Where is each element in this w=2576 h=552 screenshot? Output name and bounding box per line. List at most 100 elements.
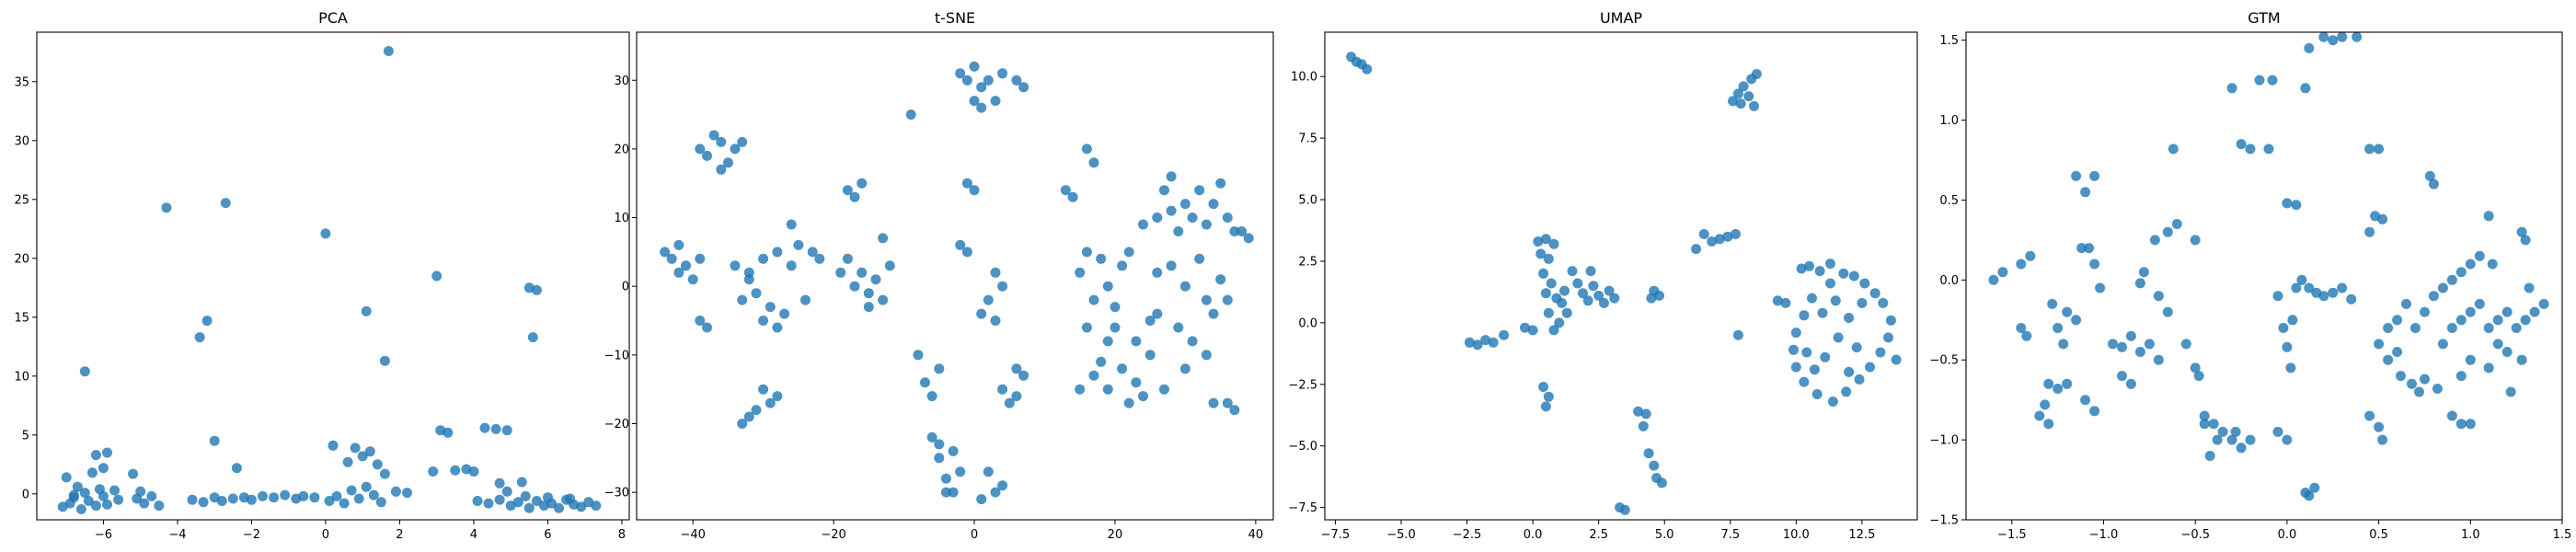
data-point [372,459,383,470]
data-point [246,494,257,505]
data-point [2134,347,2145,357]
data-point [1722,231,1733,242]
x-tick-label: −1.0 [2089,528,2119,542]
data-point [2208,419,2219,430]
data-point [68,489,79,500]
y-tick-label: −0.5 [1929,354,1959,368]
data-point [969,61,980,72]
data-point [702,150,712,161]
data-point [2520,315,2531,326]
data-point [1841,386,1852,397]
data-point [2254,75,2265,86]
data-point [1159,384,1169,395]
data-point [390,486,401,497]
data-point [863,288,874,299]
x-tick-label: 1.5 [2553,528,2572,542]
data-point [402,488,412,499]
data-point [353,493,364,504]
data-point [2053,384,2064,394]
scatter-points [57,46,602,514]
data-point [1075,267,1086,278]
data-point [565,493,576,504]
data-point [2226,83,2237,94]
y-tick-label: 10 [614,212,629,225]
data-point [1578,288,1588,299]
data-point [128,468,139,479]
data-point [1499,329,1510,340]
data-point [1480,335,1491,346]
data-point [2455,315,2467,326]
data-point [2282,198,2293,209]
data-point [1825,259,1835,270]
data-point [2420,374,2430,385]
data-point [1060,185,1071,196]
data-point [1117,260,1128,271]
data-point [2538,298,2549,309]
data-point [2282,341,2293,352]
data-point [1229,226,1240,236]
data-point [835,267,846,278]
data-point [1844,366,1855,377]
data-point [1110,302,1121,313]
data-point [1088,157,1099,168]
data-point [328,440,339,451]
axes-frame [636,31,1274,521]
data-point [1585,266,1596,277]
data-point [2374,421,2385,432]
data-point [983,75,994,86]
data-point [1588,281,1599,292]
data-point [1997,267,2008,278]
data-point [1788,344,1799,355]
data-point [2483,211,2494,222]
data-point [1749,100,1759,111]
data-point [1844,313,1855,323]
data-point [1117,363,1128,374]
data-point [309,492,320,503]
data-point [751,288,762,299]
data-point [2516,226,2527,237]
data-point [793,239,804,250]
data-point [2455,267,2467,278]
data-point [1208,199,1219,210]
data-point [2095,282,2106,293]
data-point [666,253,677,264]
x-tick-label: 12.5 [1848,528,1875,542]
data-point [258,490,268,501]
data-point [1743,91,1754,102]
data-point [1780,297,1791,308]
data-point [2199,410,2210,421]
y-tick-label: 30 [614,75,629,88]
data-point [1096,356,1107,367]
data-point [1804,260,1815,271]
data-point [2134,278,2145,289]
data-point [772,391,783,402]
data-point [2153,354,2164,365]
data-point [2245,144,2256,155]
data-point [2089,259,2100,270]
data-point [1131,336,1142,347]
data-point [990,487,1001,498]
data-point [1096,253,1107,264]
data-point [364,446,375,457]
y-tick-label: 1.0 [1939,114,1959,128]
data-point [1222,213,1233,223]
data-point [1179,199,1190,210]
data-point [1851,342,1862,353]
chart-title: t-SNE [935,9,975,27]
data-point [997,68,1008,79]
data-point [501,486,512,497]
data-point [1799,376,1810,387]
data-point [1735,98,1746,109]
data-point [1598,297,1609,308]
data-point [695,144,706,155]
data-point [934,453,945,464]
data-point [955,466,966,477]
data-point [2505,386,2516,397]
data-point [1567,266,1578,277]
data-point [983,466,994,477]
data-point [2296,274,2307,285]
data-point [2193,371,2204,382]
data-point [1138,391,1148,402]
data-point [1088,294,1099,305]
data-point [1548,238,1559,249]
